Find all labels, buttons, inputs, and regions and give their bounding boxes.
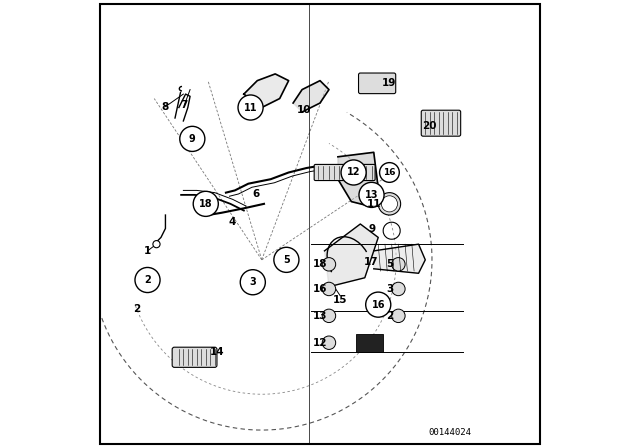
Polygon shape [324, 224, 378, 287]
Text: 9: 9 [369, 224, 376, 234]
Circle shape [135, 267, 160, 293]
Bar [356, 334, 383, 352]
Circle shape [323, 282, 336, 296]
Circle shape [392, 309, 405, 323]
Circle shape [365, 292, 391, 317]
Text: 20: 20 [422, 121, 437, 131]
Text: 18: 18 [199, 199, 212, 209]
Text: 3: 3 [250, 277, 256, 287]
Text: 8: 8 [162, 102, 169, 112]
Text: 2: 2 [132, 304, 140, 314]
Polygon shape [338, 152, 378, 206]
Circle shape [180, 126, 205, 151]
Text: 12: 12 [313, 338, 327, 348]
Text: 5: 5 [386, 259, 393, 269]
Text: 14: 14 [210, 347, 224, 357]
Circle shape [238, 95, 263, 120]
Polygon shape [293, 81, 329, 112]
Circle shape [193, 191, 218, 216]
Text: 16: 16 [383, 168, 396, 177]
Text: 12: 12 [347, 168, 360, 177]
FancyBboxPatch shape [358, 73, 396, 94]
Text: 19: 19 [382, 78, 397, 88]
Circle shape [341, 160, 366, 185]
Text: 11: 11 [367, 199, 381, 209]
Text: 1: 1 [144, 246, 151, 256]
Circle shape [392, 258, 405, 271]
Circle shape [153, 241, 160, 248]
FancyBboxPatch shape [314, 164, 375, 181]
FancyBboxPatch shape [172, 347, 217, 367]
Text: 2: 2 [386, 311, 393, 321]
Circle shape [359, 182, 384, 207]
Text: 13: 13 [313, 311, 327, 321]
Text: 9: 9 [189, 134, 196, 144]
Text: 6: 6 [253, 189, 260, 199]
Circle shape [380, 163, 399, 182]
Text: 7: 7 [180, 100, 188, 110]
Text: 4: 4 [229, 217, 236, 227]
Circle shape [323, 258, 336, 271]
Text: 16: 16 [371, 300, 385, 310]
Circle shape [274, 247, 299, 272]
Circle shape [323, 309, 336, 323]
Circle shape [392, 282, 405, 296]
Text: 2: 2 [144, 275, 151, 285]
Text: 00144024: 00144024 [428, 428, 472, 437]
Circle shape [240, 270, 266, 295]
Circle shape [378, 193, 401, 215]
Text: 15: 15 [333, 295, 348, 305]
Text: 11: 11 [244, 103, 257, 112]
Text: 10: 10 [297, 105, 312, 115]
Polygon shape [374, 244, 425, 273]
Text: 17: 17 [364, 257, 379, 267]
Circle shape [323, 336, 336, 349]
Text: 13: 13 [365, 190, 378, 200]
Text: 16: 16 [313, 284, 327, 294]
Polygon shape [244, 74, 289, 108]
Text: 3: 3 [386, 284, 393, 294]
Text: 18: 18 [313, 259, 327, 269]
Circle shape [381, 196, 397, 212]
FancyBboxPatch shape [421, 110, 461, 136]
Text: 5: 5 [283, 255, 290, 265]
